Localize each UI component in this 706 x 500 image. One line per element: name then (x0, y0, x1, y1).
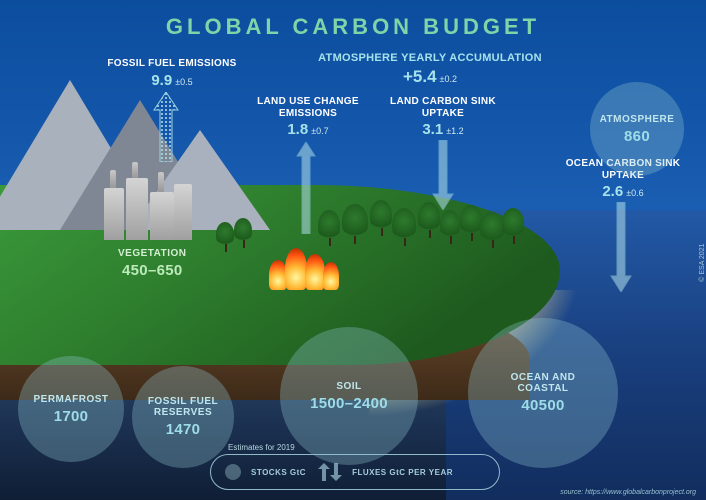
stock-vegetation: VEGETATION 450–650 (118, 248, 187, 279)
source-text: source: https://www.globalcarbonproject.… (560, 489, 696, 496)
stock-atmosphere-label: ATMOSPHERE (600, 114, 675, 125)
copyright-text: © ESA 2021 (699, 244, 706, 282)
atm-accum-value: +5.4 (403, 67, 437, 86)
stock-soil-value: 1500–2400 (310, 395, 388, 412)
flux-fossil-label: FOSSIL FUEL EMISSIONS (92, 58, 252, 70)
veg-value: 450–650 (118, 262, 187, 279)
legend-box: STOCKS GtC FLUXES GtC PER YEAR (210, 454, 500, 490)
legend-flux-icon (316, 463, 342, 481)
page-title: GLOBAL CARBON BUDGET (0, 14, 706, 40)
stock-reserves: FOSSIL FUEL RESERVES 1470 (132, 366, 234, 468)
arrow-landsink-down (430, 140, 456, 210)
arrow-oceansink-down (608, 202, 634, 292)
stock-permafrost-label: PERMAFROST (34, 394, 109, 405)
flux-landuse-unc: ±0.7 (311, 126, 328, 136)
stock-soil: SOIL 1500–2400 (280, 327, 418, 465)
stock-atmosphere-value: 860 (624, 128, 650, 145)
atm-accum-label: ATMOSPHERE YEARLY ACCUMULATION (300, 52, 560, 65)
arrow-landuse-up (294, 142, 318, 234)
veg-label: VEGETATION (118, 248, 187, 259)
arrow-fossil-up (148, 92, 184, 162)
stock-reserves-value: 1470 (166, 421, 201, 438)
legend-stock-icon (225, 464, 241, 480)
stock-atmosphere: ATMOSPHERE 860 (590, 82, 684, 176)
flux-fossil: FOSSIL FUEL EMISSIONS 9.9±0.5 (92, 58, 252, 89)
legend-estimates: Estimates for 2019 (228, 443, 295, 452)
atmosphere-accumulation: ATMOSPHERE YEARLY ACCUMULATION +5.4±0.2 (300, 52, 560, 87)
flux-landsink-label: LAND CARBON SINK UPTAKE (378, 96, 508, 119)
atm-accum-unc: ±0.2 (440, 74, 457, 84)
stock-ocean-label: OCEAN AND COASTAL (511, 372, 576, 394)
stock-ocean: OCEAN AND COASTAL 40500 (468, 318, 618, 468)
flux-fossil-value: 9.9 (151, 72, 172, 89)
factory (102, 160, 202, 240)
legend-fluxes-text: FLUXES GtC PER YEAR (352, 468, 453, 477)
legend-stocks-text: STOCKS GtC (251, 468, 306, 477)
stock-permafrost-value: 1700 (54, 408, 89, 425)
stock-soil-label: SOIL (336, 381, 361, 392)
flux-landsink-unc: ±1.2 (446, 126, 463, 136)
flux-landsink-value: 3.1 (422, 121, 443, 138)
flux-oceansink-value: 2.6 (602, 183, 623, 200)
fire (265, 235, 355, 290)
flux-landuse: LAND USE CHANGE EMISSIONS 1.8±0.7 (243, 96, 373, 138)
stock-permafrost: PERMAFROST 1700 (18, 356, 124, 462)
flux-oceansink-unc: ±0.6 (626, 188, 643, 198)
flux-landuse-value: 1.8 (287, 121, 308, 138)
flux-landsink: LAND CARBON SINK UPTAKE 3.1±1.2 (378, 96, 508, 138)
stock-ocean-value: 40500 (521, 397, 564, 414)
infographic-canvas: GLOBAL CARBON BUDGET ATMOSPHERE YEARLY A… (0, 0, 706, 500)
flux-landuse-label: LAND USE CHANGE EMISSIONS (243, 96, 373, 119)
stock-reserves-label: FOSSIL FUEL RESERVES (148, 396, 218, 418)
flux-fossil-unc: ±0.5 (175, 77, 192, 87)
